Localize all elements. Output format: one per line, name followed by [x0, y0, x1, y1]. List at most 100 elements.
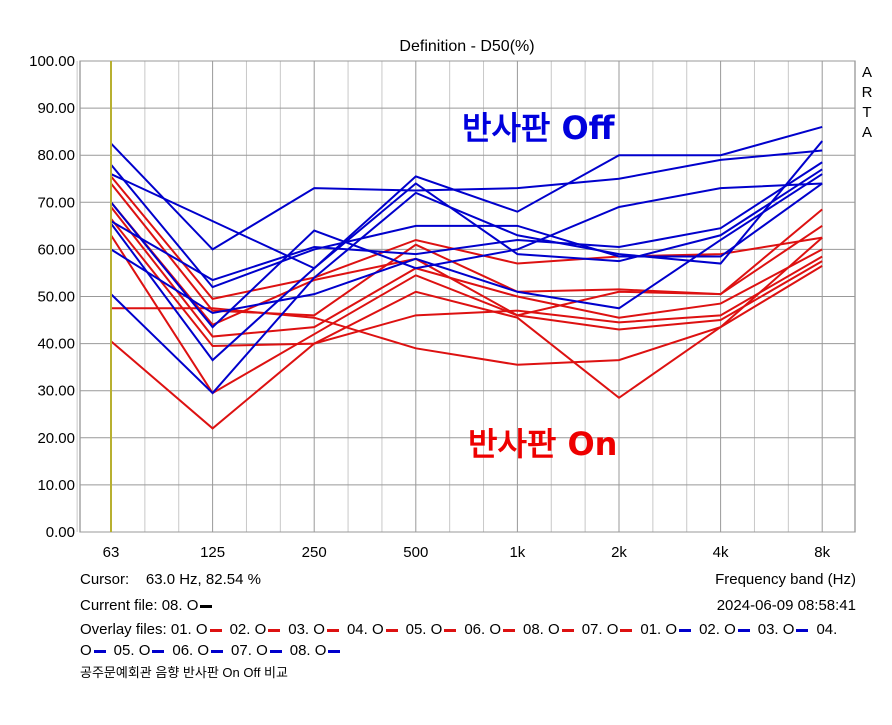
arta-label-letter: R [862, 84, 873, 101]
overlay-swatch [796, 628, 809, 632]
y-tick-label: 80.00 [37, 147, 75, 164]
overlay-swatch [93, 649, 106, 653]
overlay-file: 08. O [290, 642, 349, 659]
overlay-file: 02. O [699, 621, 758, 638]
series-line-12 [110, 161, 823, 282]
overlay-swatch [209, 628, 222, 632]
x-tick-label: 250 [302, 544, 327, 560]
cursor-value: 63.0 Hz, 82.54 % [145, 571, 261, 588]
current-file-swatch [200, 604, 213, 608]
d50-chart[interactable]: 63 125 250 500 1k 2k 4k 8k 0.00 10.00 20.00 30.00 40… [0, 0, 892, 560]
series-line-11 [110, 163, 823, 289]
current-file: Current file: 08. O [80, 597, 220, 614]
overlay-file-name: 03. O [288, 621, 325, 638]
overlay-file-name: 07. O [231, 642, 268, 659]
overlay-swatch [385, 628, 398, 632]
series-line-14 [110, 168, 823, 362]
overlay-file-name: 01. O [640, 621, 678, 638]
overlay-file-name: 03. O [757, 621, 795, 638]
overlay-swatch [328, 649, 341, 653]
overlay-file-name: 06. O [464, 621, 501, 638]
cursor-label: Cursor: [80, 571, 130, 588]
y-tick-label: 40.00 [37, 336, 75, 353]
overlay-file: 03. O [288, 621, 347, 638]
overlay-file-name: 08. O [523, 621, 560, 638]
overlay-swatch [211, 649, 224, 653]
series-line-10 [110, 125, 823, 270]
overlay-file: 07. O [582, 621, 641, 638]
overlay-file: 03. O [758, 621, 817, 638]
overlay-file: 05. O [406, 621, 465, 638]
chart-title: Definition - D50(%) [399, 38, 534, 55]
x-tick-label: 500 [403, 544, 428, 560]
annotation-on: 반사판 On [468, 425, 617, 463]
overlay-swatch [561, 628, 574, 632]
x-tick-label: 2k [611, 544, 627, 560]
series-line-3 [110, 201, 823, 326]
overlay-file-name: 06. O [172, 642, 210, 659]
current-file-label: Current file: [80, 597, 158, 614]
y-tick-label: 60.00 [37, 241, 75, 258]
y-tick-label: 30.00 [37, 383, 75, 400]
overlay-swatch [737, 628, 750, 632]
datetime: 2024-06-09 08:58:41 [716, 597, 856, 614]
overlay-file: 06. O [172, 642, 231, 659]
x-tick-label: 63 [103, 544, 120, 560]
cursor-readout: Cursor: 63.0 Hz, 82.54 % [80, 571, 261, 588]
y-tick-label: 20.00 [37, 430, 75, 447]
x-tick-label: 8k [814, 544, 830, 560]
x-tick-label: 1k [509, 544, 525, 560]
overlay-file-name: 02. O [229, 621, 267, 638]
overlay-swatch [326, 628, 339, 632]
series-line-9 [110, 142, 823, 251]
x-tick-label: 4k [713, 544, 729, 560]
series-line-8 [110, 265, 823, 430]
overlay-swatch [620, 628, 633, 632]
overlay-swatch [679, 628, 692, 632]
series-line-6 [110, 234, 823, 395]
overlay-file-name: 08. O [289, 642, 327, 659]
caption: 공주문예회관 음향 반사판 On Off 비교 [80, 665, 288, 680]
y-tick-label: 90.00 [37, 100, 75, 117]
overlay-file: 08. O [523, 621, 582, 638]
overlay-file-name: 04. O [80, 621, 838, 659]
series-line-13 [110, 182, 823, 329]
series-line-15 [110, 173, 823, 315]
y-tick-label: 100.00 [29, 53, 75, 70]
y-tick-label: 70.00 [37, 194, 75, 211]
overlay-file: 01. O [171, 621, 230, 638]
y-tick-label: 0.00 [46, 524, 75, 541]
overlay-file-name: 05. O [405, 621, 443, 638]
overlay-swatch [503, 628, 515, 632]
series-line-16 [110, 140, 823, 395]
x-axis-label: Frequency band (Hz) [715, 571, 856, 588]
y-tick-label: 50.00 [37, 289, 75, 306]
x-tick-label: 125 [200, 544, 225, 560]
arta-label-letter: A [862, 124, 872, 141]
overlay-file: 06. O [464, 621, 523, 638]
series-line-4 [110, 206, 823, 338]
overlay-swatch [269, 649, 282, 653]
overlay-swatch [268, 628, 281, 632]
overlay-files: Overlay files: 01. O 02. O 03. O 04. O 05. O… [80, 619, 840, 661]
annotation-off: 반사판 Off [462, 109, 616, 147]
series-line-1 [110, 175, 823, 300]
overlay-swatch [444, 628, 457, 632]
overlay-file: 07. O [231, 642, 290, 659]
overlay-file-name: 01. O [170, 621, 208, 638]
overlay-label: Overlay files: [80, 621, 167, 638]
overlay-file-name: 04. O [346, 621, 384, 638]
arta-label-letter: A [862, 64, 872, 81]
arta-label-letter: T [862, 104, 871, 121]
overlay-file: 02. O [230, 621, 289, 638]
overlay-file: 04. O [80, 621, 837, 659]
overlay-file-name: 07. O [581, 621, 619, 638]
current-file-name: 08. O [161, 597, 199, 614]
y-tick-label: 10.00 [37, 477, 75, 494]
overlay-file-name: 05. O [113, 642, 151, 659]
overlay-swatch [152, 649, 165, 653]
overlay-file: 04. O [347, 621, 406, 638]
overlay-file: 01. O [640, 621, 699, 638]
overlay-file-name: 02. O [699, 621, 736, 638]
